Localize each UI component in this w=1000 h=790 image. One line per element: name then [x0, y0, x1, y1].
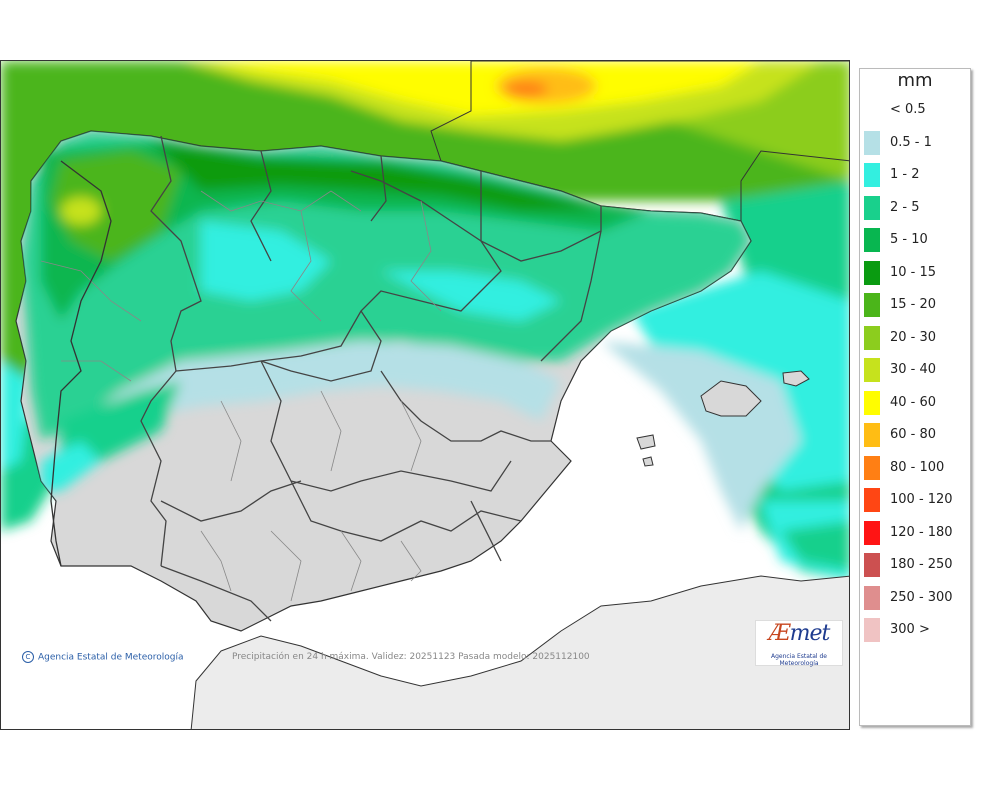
legend-swatch	[864, 228, 880, 252]
legend-item: 40 - 60	[864, 390, 968, 415]
legend-swatch	[864, 98, 880, 122]
map-canvas	[1, 61, 849, 729]
legend-label: 300 >	[890, 622, 930, 637]
legend-label: 5 - 10	[890, 232, 928, 247]
legend-item: 5 - 10	[864, 227, 968, 252]
legend-swatch	[864, 325, 880, 350]
legend-swatch	[864, 520, 880, 545]
region-borders	[140, 135, 602, 622]
legend-label: 250 - 300	[890, 589, 953, 605]
legend-swatch	[864, 488, 880, 512]
legend-label: 10 - 15	[890, 264, 937, 280]
legend-label: 60 - 80	[890, 427, 937, 442]
legend-item: 15 - 20	[864, 292, 968, 317]
legend-label: 15 - 20	[890, 297, 937, 312]
aemet-logo: Æmet Agencia Estatal de Meteorología	[755, 620, 843, 667]
legend-swatch	[864, 455, 880, 480]
province-borders	[40, 190, 442, 602]
legend-label: 100 - 120	[890, 492, 953, 507]
legend-item: 30 - 40	[864, 357, 968, 382]
legend-item: 300 >	[864, 617, 968, 642]
legend-swatch	[864, 195, 880, 220]
precipitation-legend: mm < 0.5 0.5 - 1 1 - 2 2 - 5 5 - 10 10 - 15 15…	[859, 68, 971, 726]
logo-mark: Æmet	[768, 621, 831, 646]
legend-unit: mm	[897, 70, 933, 91]
legend-swatch	[864, 585, 880, 610]
legend-item: 80 - 100	[864, 455, 968, 480]
legend-label: 20 - 30	[890, 329, 937, 345]
legend-swatch	[864, 553, 880, 577]
legend-label: 80 - 100	[890, 459, 945, 475]
legend-label: 30 - 40	[890, 362, 937, 377]
legend-label: 2 - 5	[890, 199, 920, 215]
legend-label: 180 - 250	[890, 557, 953, 572]
legend-label: < 0.5	[890, 102, 926, 117]
legend-label: 1 - 2	[890, 167, 920, 182]
legend-swatch	[864, 260, 880, 285]
credit-text: Agencia Estatal de Meteorología	[38, 652, 184, 663]
legend-swatch	[864, 130, 880, 155]
legend-label: 40 - 60	[890, 394, 937, 410]
legend-item: 1 - 2	[864, 162, 968, 187]
logo-subtitle: Agencia Estatal de Meteorología	[770, 653, 827, 667]
legend-swatch	[864, 293, 880, 317]
legend-item: 120 - 180	[864, 520, 968, 545]
legend-label: 0.5 - 1	[890, 134, 932, 150]
legend-item: < 0.5	[864, 97, 968, 122]
copyright-credit: C Agencia Estatal de Meteorología	[22, 651, 184, 663]
legend-item: 0.5 - 1	[864, 130, 968, 155]
legend-swatch	[864, 618, 880, 642]
legend-item: 10 - 15	[864, 260, 968, 285]
legend-swatch	[864, 358, 880, 382]
legend-item: 100 - 120	[864, 487, 968, 512]
map-caption: Precipitación en 24 h máxima. Validez: 2…	[232, 652, 590, 662]
legend-item: 2 - 5	[864, 195, 968, 220]
legend-item: 180 - 250	[864, 552, 968, 577]
legend-swatch	[864, 163, 880, 187]
legend-label: 120 - 180	[890, 524, 953, 540]
legend-swatch	[864, 390, 880, 415]
portugal-border	[50, 160, 112, 567]
legend-swatch	[864, 423, 880, 447]
legend-item: 250 - 300	[864, 585, 968, 610]
legend-item: 60 - 80	[864, 422, 968, 447]
precipitation-map	[0, 60, 850, 730]
legend-item: 20 - 30	[864, 325, 968, 350]
copyright-icon: C	[22, 651, 34, 663]
